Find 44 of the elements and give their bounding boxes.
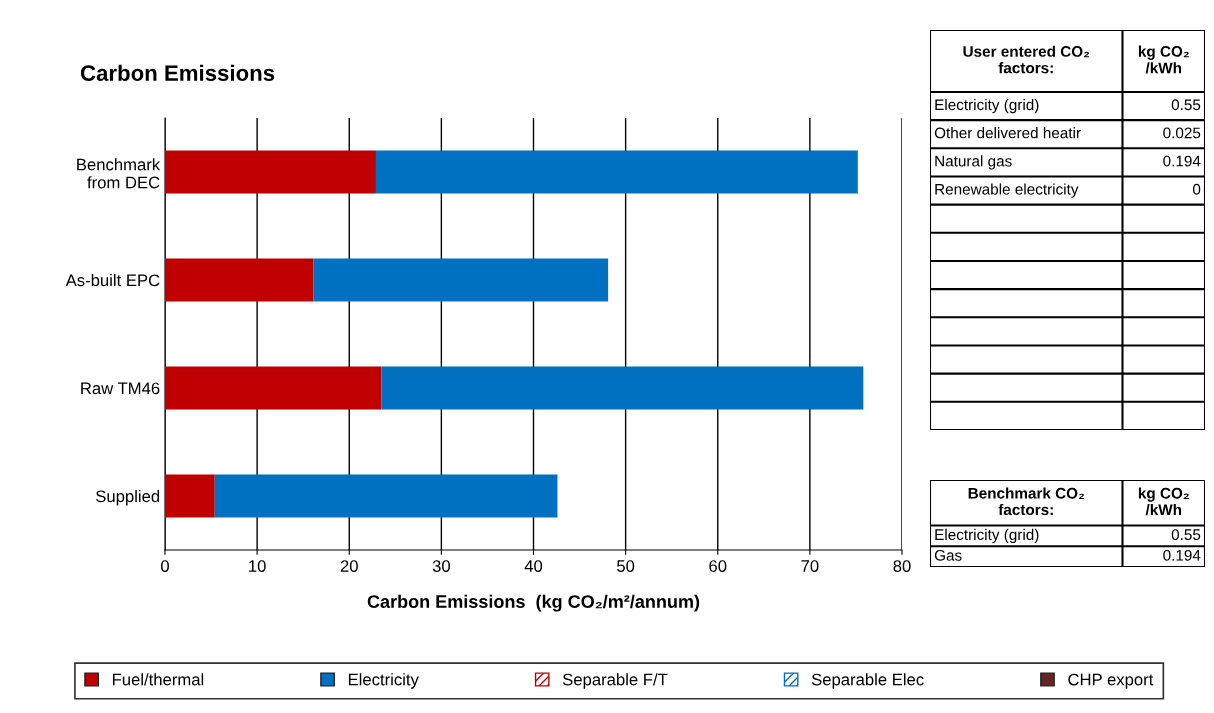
data-label: 0 — [1192, 183, 1201, 195]
bar — [165, 258, 314, 302]
bar — [313, 258, 609, 302]
x-tick-label: 80 — [893, 560, 911, 572]
text: User entered CO₂ factors: — [963, 45, 1090, 74]
y-tick-label: Supplied — [96, 489, 160, 506]
y-tick-label: As-built EPC — [65, 273, 160, 287]
bar — [375, 150, 858, 194]
data-label: 0.55 — [1171, 99, 1201, 111]
category-label: Electricity (grid) — [935, 98, 1039, 114]
y-tick-label: Raw TM46 — [81, 382, 160, 395]
legend-label: Electricity — [348, 673, 419, 689]
legend-label: Separable Elec — [811, 673, 924, 689]
x-tick-label: 20 — [340, 560, 358, 572]
x-tick-label: 50 — [617, 560, 635, 572]
bar — [214, 474, 558, 518]
bar — [381, 366, 864, 410]
x-tick-label: 30 — [432, 560, 450, 572]
category-label: Renewable electricity — [935, 183, 1079, 198]
text: Benchmark CO₂ factors: — [968, 487, 1085, 516]
data-label: 0.025 — [1163, 127, 1201, 139]
bar — [165, 474, 215, 518]
chart-title: Carbon Emissions — [80, 64, 275, 81]
bar — [165, 150, 376, 194]
x-tick-label: 40 — [524, 560, 543, 572]
category-label: Natural gas — [935, 155, 1012, 170]
data-label: 0.55 — [1171, 529, 1201, 541]
y-tick-label: Benchmark from DEC — [77, 158, 161, 189]
legend-label: CHP export — [1068, 673, 1154, 689]
legend-label: Fuel/thermal — [112, 673, 204, 686]
category-label: Other delivered heatir — [934, 127, 1081, 139]
x-tick-label: 10 — [249, 560, 266, 572]
data-label: 0.194 — [1163, 155, 1201, 167]
x-tick-label: 0 — [161, 560, 169, 572]
x-tick-label: 60 — [709, 560, 727, 572]
legend-label: Separable F/T — [562, 673, 668, 689]
category-label: Gas — [934, 549, 962, 561]
category-label: Electricity (grid) — [935, 528, 1039, 544]
x-tick-label: 70 — [801, 560, 819, 572]
x-axis-title: Carbon Emissions (kg CO₂/m²/annum) — [367, 594, 700, 612]
data-label: 0.194 — [1163, 549, 1201, 561]
bar — [165, 366, 382, 410]
text: kg CO₂ /kWh — [1138, 487, 1189, 516]
text: kg CO₂ /kWh — [1138, 45, 1189, 74]
